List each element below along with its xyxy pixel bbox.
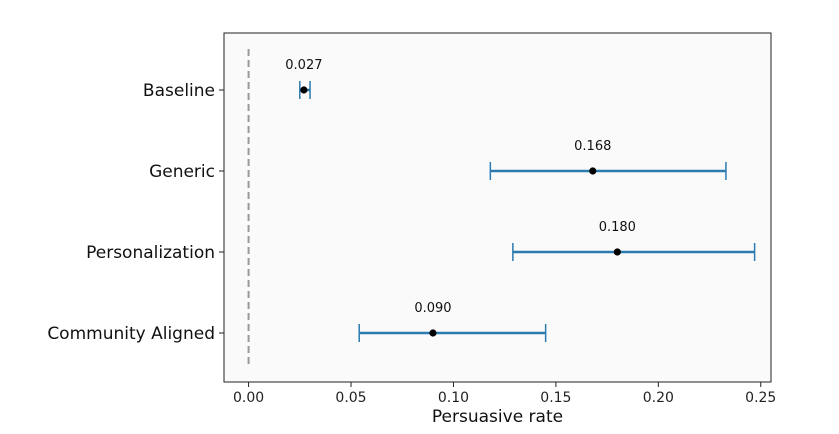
data-point bbox=[429, 329, 437, 337]
x-axis-title: Persuasive rate bbox=[432, 407, 563, 427]
category-label: Personalization bbox=[86, 243, 215, 263]
data-point bbox=[300, 86, 308, 94]
data-label: 0.180 bbox=[599, 220, 636, 235]
x-tick-label: 0.15 bbox=[540, 390, 571, 406]
x-tick-label: 0.05 bbox=[335, 390, 366, 406]
plot-area bbox=[223, 32, 772, 383]
x-tick-label: 0.00 bbox=[233, 390, 264, 406]
category-label: Community Aligned bbox=[47, 324, 215, 344]
x-tick-label: 0.25 bbox=[745, 390, 776, 406]
data-point bbox=[613, 248, 621, 256]
data-label: 0.168 bbox=[574, 139, 611, 154]
data-label: 0.027 bbox=[285, 58, 322, 73]
category-label: Baseline bbox=[143, 81, 215, 101]
x-tick-label: 0.10 bbox=[438, 390, 469, 406]
x-tick-label: 0.20 bbox=[643, 390, 674, 406]
data-label: 0.090 bbox=[414, 301, 451, 316]
category-label: Generic bbox=[149, 162, 215, 182]
data-point bbox=[589, 167, 597, 175]
